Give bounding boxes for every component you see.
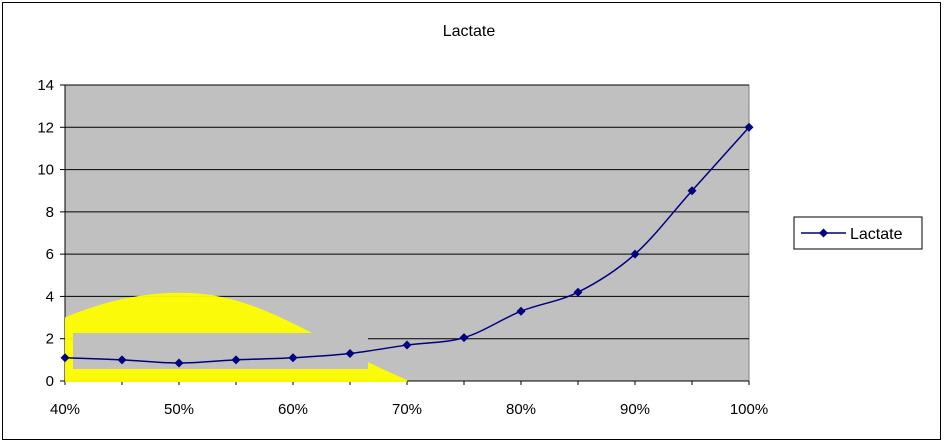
- x-tick-label: 70%: [392, 401, 422, 418]
- yellow-highlight-annotation: [65, 292, 408, 382]
- data-point-marker: [174, 358, 184, 368]
- highlight-gap: [73, 333, 368, 369]
- y-tick-label: 10: [37, 162, 54, 179]
- x-tick-label: 80%: [506, 401, 536, 418]
- y-tick-label: 6: [46, 246, 54, 263]
- data-point-marker: [231, 355, 241, 365]
- x-tick-label: 100%: [730, 401, 768, 418]
- data-point-marker: [345, 349, 355, 359]
- y-tick-label: 8: [46, 204, 54, 221]
- legend-marker: [819, 228, 828, 238]
- x-tick-label: 90%: [620, 401, 650, 418]
- y-tick-label: 14: [37, 77, 54, 94]
- legend: Lactate: [793, 216, 923, 250]
- data-point-marker: [573, 287, 583, 297]
- data-point-marker: [60, 353, 70, 363]
- x-tick-label: 40%: [50, 401, 80, 418]
- data-point-marker: [744, 122, 754, 132]
- x-axis: 40% 50% 60% 70% 80% 90% 100%: [50, 380, 768, 418]
- x-tick-label: 50%: [164, 401, 194, 418]
- y-tick-label: 4: [46, 288, 54, 305]
- series-markers-lactate: [60, 122, 754, 368]
- y-tick-label: 12: [37, 119, 54, 136]
- data-point-marker: [687, 186, 697, 196]
- x-tick-label: 60%: [278, 401, 308, 418]
- data-point-marker: [288, 353, 298, 363]
- chart-title: Lactate: [443, 23, 496, 40]
- y-axis: 0 2 4 6 8 10 12 14: [37, 77, 66, 390]
- y-tick-label: 0: [46, 373, 54, 390]
- data-point-marker: [117, 355, 127, 365]
- legend-label: Lactate: [850, 226, 903, 243]
- data-point-marker: [630, 249, 640, 259]
- y-tick-label: 2: [46, 331, 54, 348]
- data-point-marker: [516, 306, 526, 316]
- data-point-marker: [402, 340, 412, 350]
- data-point-marker: [459, 333, 469, 343]
